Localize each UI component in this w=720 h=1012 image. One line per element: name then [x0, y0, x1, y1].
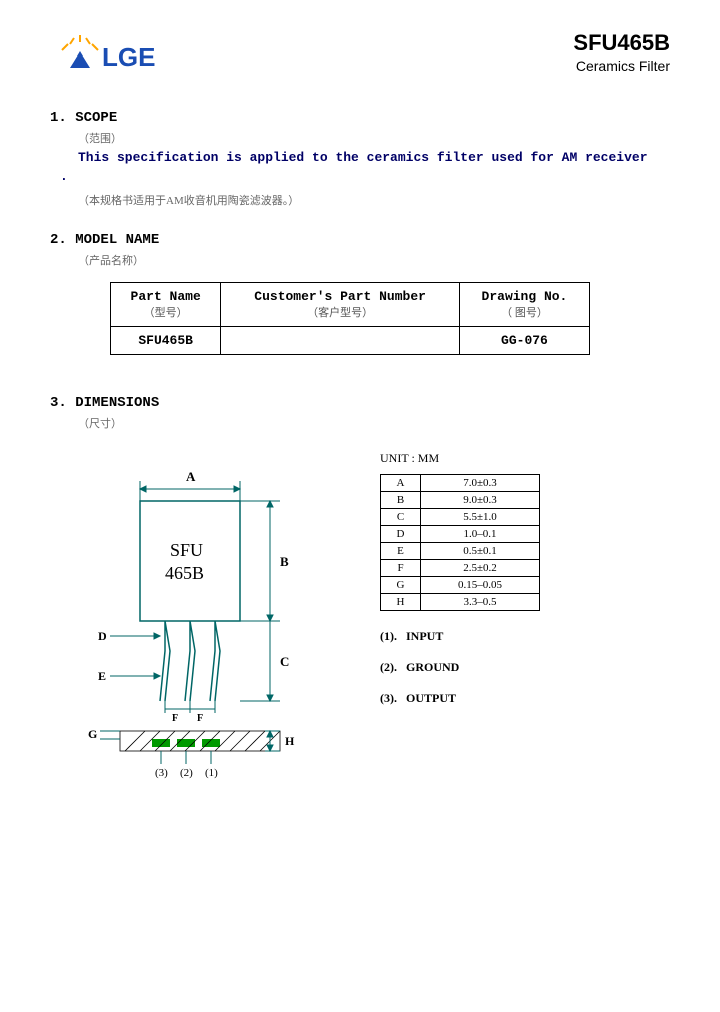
svg-text:C: C	[280, 654, 289, 669]
scope-dot: .	[60, 169, 670, 184]
table-row: Part Name （型号） Customer's Part Number （客…	[111, 283, 590, 327]
col-partname: Part Name （型号）	[111, 283, 221, 327]
svg-text:D: D	[98, 629, 107, 643]
cell-partname: SFU465B	[111, 327, 221, 355]
component-diagram: A B C	[70, 451, 320, 811]
scope-note-cn: （本规格书适用于AM收音机用陶瓷滤波器。）	[78, 192, 670, 208]
dim-key: F	[381, 560, 421, 577]
dim-key: A	[381, 475, 421, 492]
svg-text:H: H	[285, 734, 295, 748]
svg-text:SFU: SFU	[170, 540, 203, 560]
dim-val: 1.0–0.1	[421, 526, 540, 543]
svg-text:(3): (3)	[155, 767, 168, 779]
svg-text:F: F	[172, 713, 178, 724]
cell-drawing: GG-076	[459, 327, 589, 355]
model-sub-cn: （产品名称）	[78, 252, 670, 268]
col-drawing: Drawing No. （ 图号）	[459, 283, 589, 327]
dim-key: G	[381, 577, 421, 594]
table-row: C5.5±1.0	[381, 509, 540, 526]
table-row: B9.0±0.3	[381, 492, 540, 509]
table-row: H3.3–0.5	[381, 594, 540, 611]
table-row: A7.0±0.3	[381, 475, 540, 492]
pin-list: (1). INPUT (2). GROUND (3). OUTPUT	[380, 629, 540, 722]
table-row: D1.0–0.1	[381, 526, 540, 543]
pin-ground: (2). GROUND	[380, 660, 540, 675]
svg-text:F: F	[197, 713, 203, 724]
product-subtitle: Ceramics Filter	[573, 58, 670, 74]
diagram-svg: A B C	[70, 451, 320, 811]
company-logo: LGE	[50, 30, 170, 80]
table-row: SFU465B GG-076	[111, 327, 590, 355]
model-title: 2. MODEL NAME	[50, 232, 670, 248]
dim-key: C	[381, 509, 421, 526]
dimensions-sub-cn: （尺寸）	[78, 415, 670, 431]
table-row: E0.5±0.1	[381, 543, 540, 560]
dimensions-title: 3. DIMENSIONS	[50, 395, 670, 411]
dim-key: D	[381, 526, 421, 543]
pin-output: (3). OUTPUT	[380, 691, 540, 706]
svg-text:A: A	[186, 469, 196, 484]
unit-label: UNIT : MM	[380, 451, 540, 466]
scope-body: This specification is applied to the cer…	[78, 150, 670, 165]
dim-key: E	[381, 543, 421, 560]
dim-key: B	[381, 492, 421, 509]
lge-logo-icon: LGE	[50, 30, 170, 80]
svg-text:B: B	[280, 554, 289, 569]
dim-val: 0.5±0.1	[421, 543, 540, 560]
section-dimensions: 3. DIMENSIONS （尺寸）	[50, 395, 670, 811]
section-scope: 1. SCOPE （范围） This specification is appl…	[50, 110, 670, 208]
svg-text:G: G	[88, 727, 97, 741]
dim-val: 0.15–0.05	[421, 577, 540, 594]
dim-val: 3.3–0.5	[421, 594, 540, 611]
scope-sub-cn: （范围）	[78, 130, 670, 146]
dim-key: H	[381, 594, 421, 611]
dim-val: 5.5±1.0	[421, 509, 540, 526]
cell-customer	[221, 327, 460, 355]
model-table: Part Name （型号） Customer's Part Number （客…	[110, 282, 590, 355]
dim-val: 2.5±0.2	[421, 560, 540, 577]
header-right: SFU465B Ceramics Filter	[573, 30, 670, 74]
svg-text:465B: 465B	[165, 563, 204, 583]
dimensions-container: A B C	[70, 451, 670, 811]
svg-text:E: E	[98, 669, 106, 683]
table-row: F2.5±0.2	[381, 560, 540, 577]
svg-text:(1): (1)	[205, 767, 218, 779]
svg-text:(2): (2)	[180, 767, 193, 779]
section-model: 2. MODEL NAME （产品名称） Part Name （型号） Cust…	[50, 232, 670, 355]
pin-input: (1). INPUT	[380, 629, 540, 644]
table-row: G0.15–0.05	[381, 577, 540, 594]
dim-val: 9.0±0.3	[421, 492, 540, 509]
dim-val: 7.0±0.3	[421, 475, 540, 492]
page-header: LGE SFU465B Ceramics Filter	[50, 30, 670, 80]
svg-text:LGE: LGE	[102, 42, 155, 72]
dimensions-right: UNIT : MM A7.0±0.3B9.0±0.3C5.5±1.0D1.0–0…	[380, 451, 540, 811]
col-customer: Customer's Part Number （客户型号）	[221, 283, 460, 327]
part-number-title: SFU465B	[573, 30, 670, 56]
scope-title: 1. SCOPE	[50, 110, 670, 126]
dimension-table: A7.0±0.3B9.0±0.3C5.5±1.0D1.0–0.1E0.5±0.1…	[380, 474, 540, 611]
